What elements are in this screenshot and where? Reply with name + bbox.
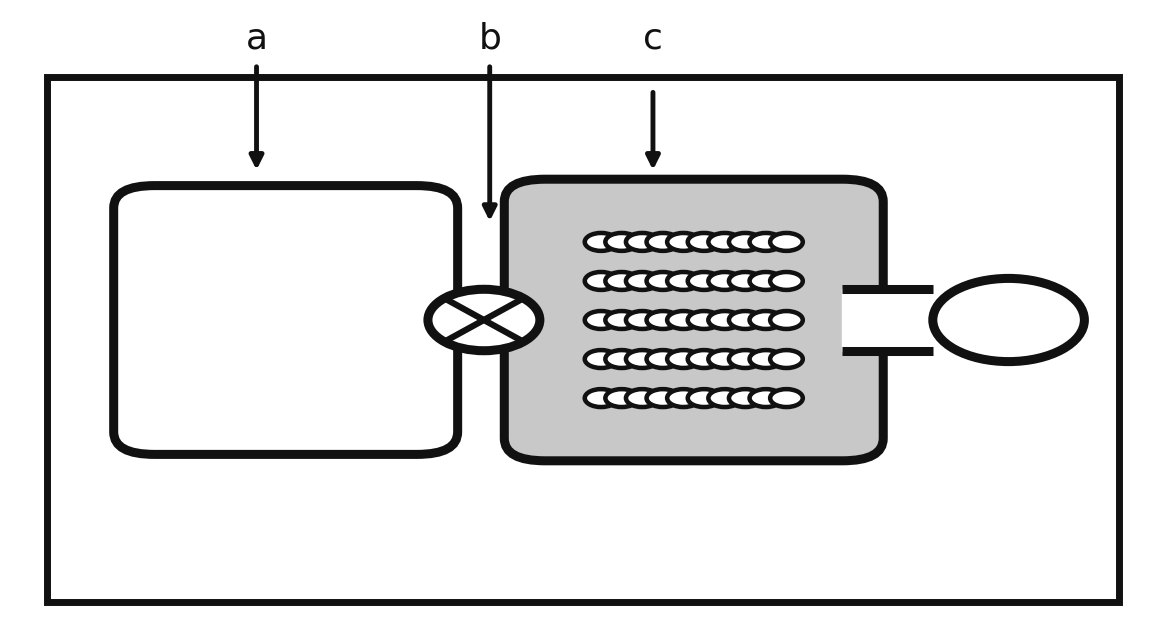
Circle shape <box>770 311 802 329</box>
Circle shape <box>770 233 802 251</box>
Text: a: a <box>246 21 267 56</box>
Circle shape <box>750 311 782 329</box>
Circle shape <box>428 289 540 351</box>
Circle shape <box>750 233 782 251</box>
Circle shape <box>605 311 638 329</box>
Circle shape <box>708 311 740 329</box>
Circle shape <box>770 389 802 407</box>
Circle shape <box>770 272 802 290</box>
Circle shape <box>626 350 659 368</box>
Circle shape <box>605 233 638 251</box>
Circle shape <box>750 350 782 368</box>
FancyBboxPatch shape <box>114 186 457 454</box>
Circle shape <box>933 278 1084 362</box>
Circle shape <box>729 233 761 251</box>
Circle shape <box>729 389 761 407</box>
Circle shape <box>750 272 782 290</box>
Circle shape <box>584 272 617 290</box>
Circle shape <box>626 272 659 290</box>
Circle shape <box>605 389 638 407</box>
Circle shape <box>667 233 700 251</box>
Circle shape <box>708 272 740 290</box>
Circle shape <box>626 311 659 329</box>
Circle shape <box>708 389 740 407</box>
Circle shape <box>605 350 638 368</box>
Circle shape <box>667 272 700 290</box>
Circle shape <box>688 350 721 368</box>
Circle shape <box>750 389 782 407</box>
Text: c: c <box>642 21 663 56</box>
Circle shape <box>688 272 721 290</box>
Circle shape <box>626 233 659 251</box>
Circle shape <box>626 389 659 407</box>
Circle shape <box>708 350 740 368</box>
Circle shape <box>584 389 617 407</box>
Circle shape <box>584 350 617 368</box>
Circle shape <box>646 311 679 329</box>
Circle shape <box>584 311 617 329</box>
Circle shape <box>688 389 721 407</box>
Circle shape <box>667 311 700 329</box>
FancyBboxPatch shape <box>504 179 883 461</box>
Circle shape <box>646 389 679 407</box>
Text: b: b <box>478 21 501 56</box>
Circle shape <box>667 389 700 407</box>
Circle shape <box>729 350 761 368</box>
Circle shape <box>770 350 802 368</box>
Circle shape <box>729 311 761 329</box>
FancyBboxPatch shape <box>47 77 1119 602</box>
Circle shape <box>708 233 740 251</box>
Circle shape <box>646 272 679 290</box>
Circle shape <box>667 350 700 368</box>
Circle shape <box>688 311 721 329</box>
Circle shape <box>646 233 679 251</box>
Circle shape <box>688 233 721 251</box>
Circle shape <box>605 272 638 290</box>
Circle shape <box>584 233 617 251</box>
Circle shape <box>646 350 679 368</box>
Circle shape <box>729 272 761 290</box>
